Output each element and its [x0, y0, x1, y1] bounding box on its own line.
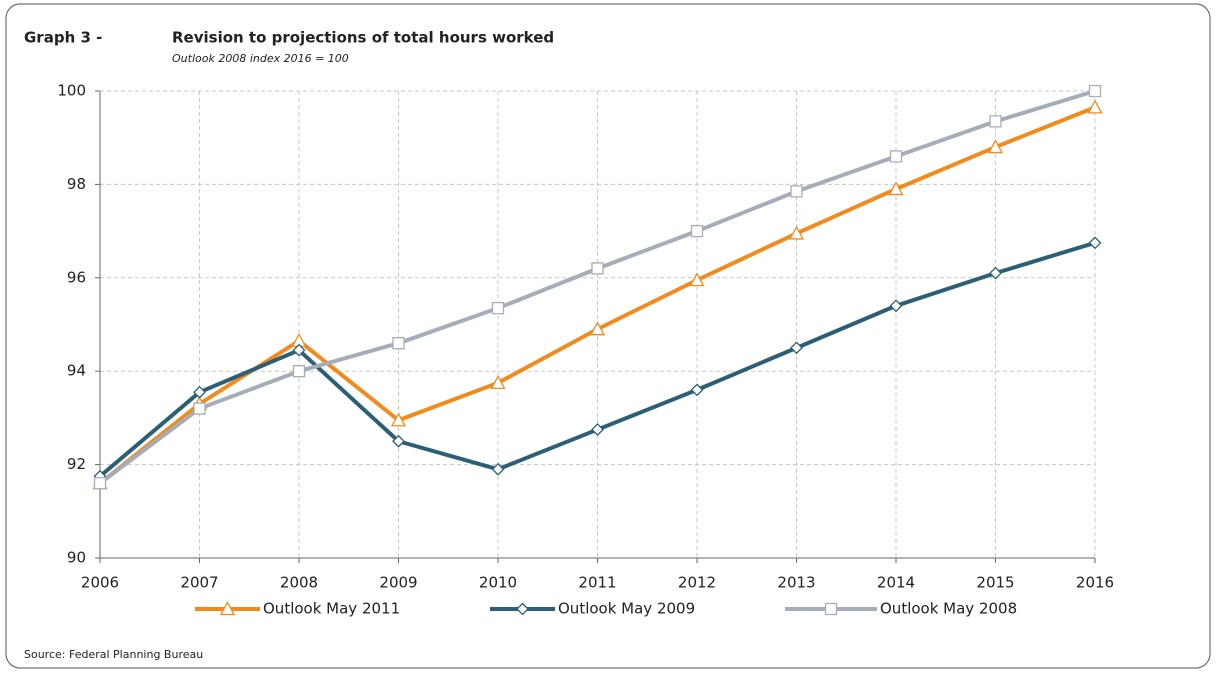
marker — [392, 434, 405, 448]
chart-title-label: Graph 3 - — [24, 29, 102, 47]
x-tick-label: 2013 — [777, 574, 815, 592]
marker — [591, 423, 604, 436]
x-tick-label: 2009 — [379, 574, 417, 592]
chart-subtitle: Outlook 2008 index 2016 = 100 — [172, 52, 349, 65]
marker — [690, 383, 704, 397]
marker — [292, 365, 306, 378]
y-tick-label: 98 — [67, 175, 86, 193]
x-tick-label: 2006 — [81, 574, 119, 592]
y-tick-label: 92 — [67, 455, 86, 473]
marker — [790, 185, 803, 198]
x-tick-label: 2012 — [678, 574, 716, 592]
marker — [491, 462, 505, 476]
x-tick-label: 2010 — [479, 574, 517, 592]
marker — [689, 272, 705, 287]
marker — [989, 115, 1002, 128]
legend-marker — [516, 602, 529, 616]
legend-marker — [219, 601, 236, 616]
marker — [591, 262, 604, 275]
legend-label: Outlook May 2009 — [558, 600, 695, 618]
y-tick-label: 94 — [67, 362, 86, 380]
y-tick-label: 90 — [67, 549, 86, 567]
x-tick-label: 2014 — [877, 574, 915, 592]
marker — [987, 139, 1004, 154]
legend-marker — [824, 602, 838, 616]
x-tick-label: 2015 — [976, 574, 1014, 592]
marker — [888, 181, 904, 196]
x-tick-label: 2016 — [1076, 574, 1114, 592]
marker — [392, 337, 405, 350]
marker — [490, 375, 506, 390]
marker — [390, 412, 407, 427]
marker — [889, 150, 903, 163]
marker — [1087, 99, 1103, 114]
marker — [788, 225, 805, 240]
marker — [93, 477, 107, 490]
x-tick-label: 2007 — [180, 574, 218, 592]
marker — [690, 224, 704, 238]
y-tick-label: 96 — [67, 268, 86, 286]
marker — [989, 266, 1002, 280]
marker — [589, 321, 606, 336]
marker — [491, 302, 505, 315]
marker — [1088, 236, 1102, 250]
marker — [292, 343, 306, 357]
frame — [5, 3, 1211, 669]
marker — [889, 299, 903, 313]
legend-label: Outlook May 2008 — [880, 600, 1017, 618]
marker — [193, 385, 206, 399]
marker — [193, 402, 206, 415]
marker — [1088, 84, 1102, 98]
source: Source: Federal Planning Bureau — [24, 648, 203, 661]
marker — [790, 341, 803, 355]
chart-title: Revision to projections of total hours w… — [172, 29, 554, 47]
y-tick-label: 100 — [57, 82, 86, 100]
x-tick-label: 2011 — [578, 574, 616, 592]
x-tick-label: 2008 — [280, 574, 318, 592]
legend-label: Outlook May 2011 — [263, 600, 400, 618]
